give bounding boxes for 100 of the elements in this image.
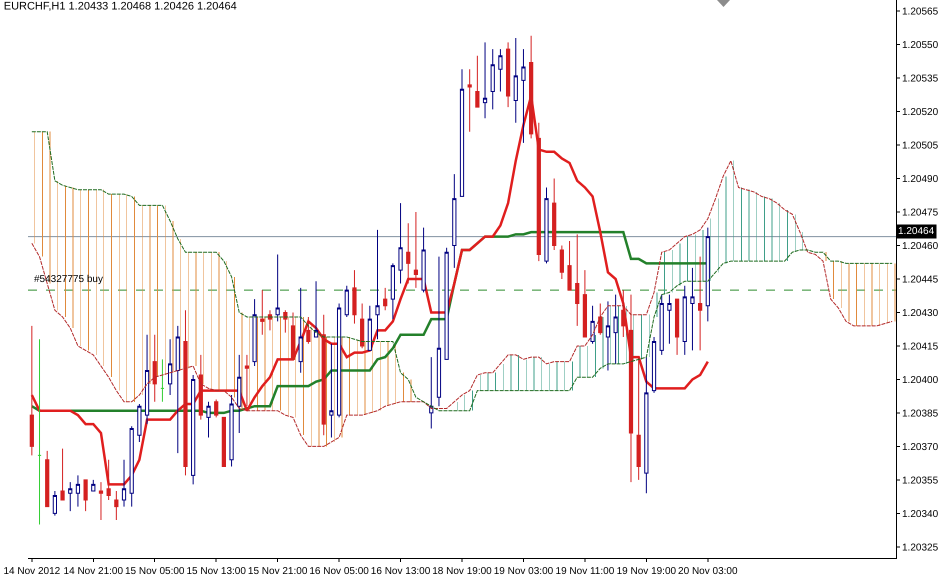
candlestick [176, 325, 180, 454]
candlestick [283, 310, 288, 334]
candlestick [84, 479, 88, 512]
candlestick [329, 343, 334, 438]
candlestick [590, 305, 595, 344]
candlestick [168, 338, 172, 396]
candlestick [98, 482, 104, 521]
y-tick-label: 1.20445 [902, 274, 939, 286]
candlestick [621, 290, 626, 338]
y-tick-label: 1.20535 [902, 74, 939, 85]
candlestick [636, 356, 641, 480]
candlestick [421, 227, 426, 293]
candlestick [667, 294, 672, 344]
x-tick-label: 20 Nov 03:00 [678, 566, 738, 577]
x-tick-label: 16 Nov 05:00 [309, 566, 370, 577]
candlestick [114, 490, 118, 521]
candlestick [314, 280, 318, 338]
y-tick-label: 1.20385 [902, 408, 939, 420]
candlestick [674, 298, 680, 356]
candlestick [490, 48, 495, 110]
candlestick [152, 334, 157, 402]
candlestick [536, 122, 541, 262]
x-tick-label: 15 Nov 13:00 [186, 566, 246, 577]
candlestick [429, 356, 434, 430]
candlestick [298, 287, 303, 374]
y-tick-label: 1.20520 [902, 107, 939, 118]
candlestick [144, 334, 150, 425]
candlestick [706, 227, 710, 322]
candlestick [244, 354, 250, 407]
y-tick-label: 1.20490 [902, 174, 939, 186]
candlestick [268, 310, 272, 331]
candlestick [76, 474, 80, 508]
candlestick [406, 222, 410, 284]
x-tick-label: 19 Nov 19:00 [616, 566, 677, 577]
candlestick [229, 394, 234, 467]
ref-line-label: 1.20464 [898, 226, 935, 237]
candlestick [498, 48, 503, 92]
candlestick [544, 186, 549, 264]
y-tick-label: 1.20430 [902, 308, 939, 319]
y-tick-label: 1.20415 [902, 341, 939, 352]
candlestick [398, 202, 403, 284]
candlestick [567, 240, 572, 291]
candlestick [414, 212, 418, 288]
candlestick [252, 298, 257, 367]
candlestick [482, 42, 488, 119]
candlestick [582, 270, 588, 338]
y-tick-label: 1.20400 [902, 374, 939, 386]
candlestick [390, 262, 395, 320]
candlestick [60, 448, 65, 500]
candlestick [475, 55, 480, 108]
candlestick [614, 294, 618, 364]
candlestick [444, 247, 449, 360]
x-tick-label: 19 Nov 03:00 [494, 566, 554, 577]
candlestick [322, 314, 326, 436]
candlestick [452, 174, 456, 268]
candlestick [122, 459, 126, 508]
x-tick-label: 16 Nov 13:00 [370, 566, 431, 577]
y-tick-label: 1.20550 [902, 40, 939, 52]
candlestick [460, 68, 464, 197]
y-tick-label: 1.20325 [902, 542, 939, 554]
candlestick [191, 374, 196, 485]
candlestick [137, 403, 142, 442]
candlestick [514, 37, 518, 124]
x-tick-label: 14 Nov 2012 [3, 566, 61, 577]
candlestick [436, 256, 442, 407]
line-series [31, 160, 893, 447]
x-tick-label: 15 Nov 05:00 [124, 566, 185, 577]
y-tick-label: 1.20475 [902, 208, 939, 219]
candlestick [237, 354, 242, 434]
candlestick [375, 229, 380, 340]
x-tick-label: 15 Nov 21:00 [248, 566, 308, 577]
candlestick [130, 426, 134, 508]
candlestick [644, 356, 648, 494]
x-tick-label: 18 Nov 19:00 [432, 566, 492, 577]
candlestick [276, 254, 280, 322]
y-tick-label: 1.20340 [902, 508, 939, 520]
candlestick [68, 482, 72, 512]
candlestick [344, 285, 349, 318]
candlestick [468, 68, 472, 132]
y-tick-label: 1.20505 [902, 140, 939, 152]
candlestick [690, 267, 695, 351]
candlestick [214, 399, 218, 418]
candlestick [260, 290, 264, 336]
x-tick-label: 14 Nov 21:00 [64, 566, 124, 577]
y-tick-label: 1.20370 [902, 442, 939, 453]
candlestick [682, 285, 687, 356]
candlestick [698, 256, 702, 351]
y-tick-label: 1.20565 [902, 6, 939, 18]
candlestick [91, 479, 96, 492]
x-tick-label: 19 Nov 11:00 [556, 566, 615, 577]
candlestick [552, 178, 556, 250]
candlestick [383, 287, 388, 311]
candlestick [352, 270, 357, 324]
candlestick [52, 490, 57, 516]
candlestick [206, 401, 211, 438]
candlestick [336, 303, 342, 418]
y-tick-label: 1.20355 [902, 475, 939, 486]
candlestick [183, 310, 188, 476]
chart-title: EURCHF,H1 1.20433 1.20468 1.20426 1.20464 [4, 0, 237, 12]
y-tick-label: 1.20460 [902, 241, 939, 252]
